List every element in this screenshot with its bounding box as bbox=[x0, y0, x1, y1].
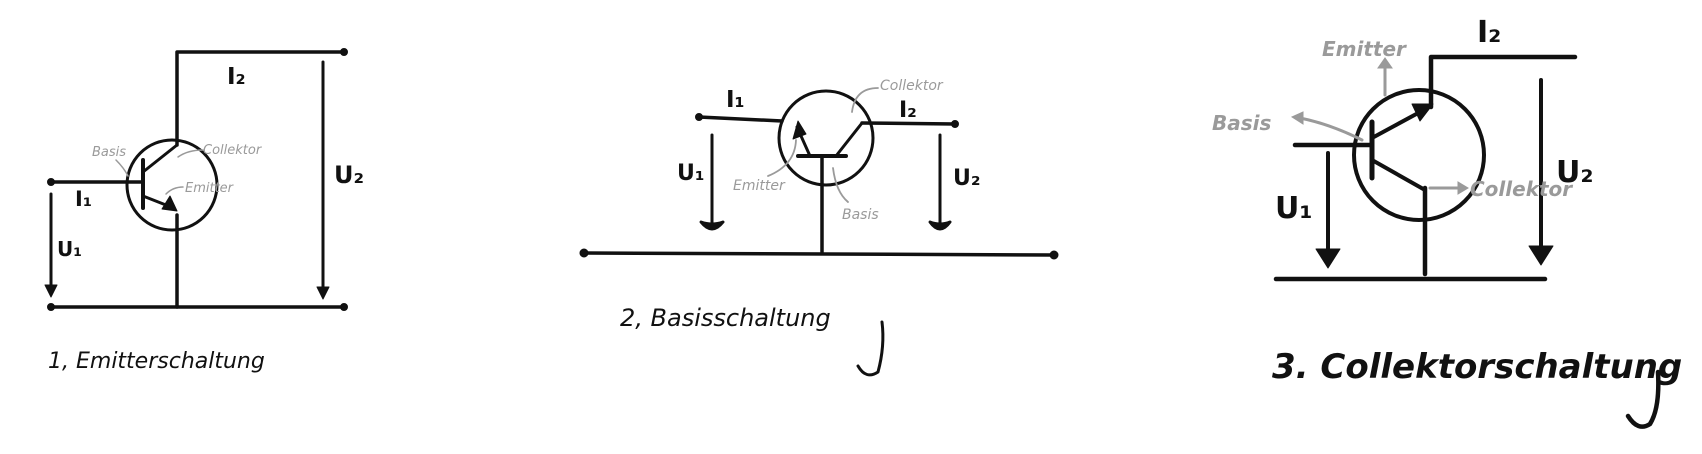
ground-terminal-left bbox=[47, 303, 55, 311]
caption-2-g-tail bbox=[856, 320, 885, 377]
label-i1: I₁ bbox=[75, 187, 92, 211]
caption-3-g-tail bbox=[1625, 369, 1661, 429]
annotation-collector-arrowhead bbox=[1457, 181, 1469, 195]
ground-terminal-right bbox=[1049, 250, 1059, 260]
annotation-collector: Collektor bbox=[1470, 177, 1573, 201]
annotation-emitter-pointer bbox=[767, 139, 797, 177]
caption-3: 3. Collektorschaltung bbox=[1272, 347, 1682, 387]
label-u1: U₁ bbox=[677, 161, 705, 186]
u2-arrow-head bbox=[316, 286, 330, 300]
caption-2: 2, Basisschaltung bbox=[620, 304, 831, 332]
collector-lead bbox=[1370, 158, 1427, 192]
caption-1: 1, Emitterschaltung bbox=[48, 349, 265, 374]
input-terminal bbox=[47, 178, 55, 186]
u1-arrow-head bbox=[699, 220, 725, 231]
label-u1: U₁ bbox=[1275, 191, 1313, 226]
transistor-circle bbox=[777, 89, 875, 187]
u2-arrow-head bbox=[1528, 245, 1554, 266]
annotation-emitter: Emitter bbox=[1322, 37, 1407, 61]
annotation-basis: Basis bbox=[92, 145, 126, 160]
annotation-collector-pointer bbox=[851, 87, 879, 113]
label-u2: U₂ bbox=[334, 161, 364, 189]
label-i1: I₁ bbox=[726, 87, 745, 113]
annotation-collector-pointer bbox=[177, 149, 204, 158]
circuit-3-collector: I₂ U₁ U₂ Emitter Basis Collektor 3. Coll… bbox=[1212, 15, 1682, 429]
emitter-arrow bbox=[792, 120, 807, 140]
collector-lead bbox=[834, 121, 864, 158]
label-u2: U₂ bbox=[953, 166, 981, 191]
u1-arrow-head bbox=[44, 284, 58, 298]
annotation-emitter-pointer bbox=[165, 186, 184, 195]
input-terminal bbox=[695, 113, 703, 121]
label-u1: U₁ bbox=[57, 237, 82, 261]
annotation-basis: Basis bbox=[842, 207, 879, 223]
collector-wire bbox=[860, 121, 957, 126]
emitter-wire bbox=[697, 115, 784, 123]
transistor-circle bbox=[125, 138, 219, 232]
collector-wire bbox=[175, 50, 346, 147]
npn-transistor-symbol bbox=[1352, 88, 1486, 222]
annotation-emitter-arrowhead bbox=[1377, 57, 1393, 69]
annotation-basis-pointer bbox=[115, 159, 129, 177]
annotation-basis-pointer bbox=[832, 167, 849, 203]
label-i2: I₂ bbox=[899, 98, 917, 123]
ground-line bbox=[582, 251, 1056, 257]
emitter-lead bbox=[1370, 110, 1422, 140]
ground-terminal-left bbox=[579, 248, 589, 258]
annotation-collector: Collektor bbox=[203, 143, 263, 158]
label-u2: U₂ bbox=[1556, 155, 1594, 190]
annotation-basis-pointer bbox=[1298, 116, 1364, 142]
emitter-arrow bbox=[161, 195, 178, 212]
npn-transistor-symbol bbox=[777, 89, 875, 187]
output-terminal-top bbox=[340, 48, 348, 56]
ground-terminal-right bbox=[340, 303, 348, 311]
output-terminal bbox=[951, 120, 959, 128]
u1-arrow-head bbox=[1315, 248, 1341, 269]
annotation-basis-arrowhead bbox=[1290, 111, 1304, 125]
emitter-arrow bbox=[1411, 103, 1434, 122]
label-i2: I₂ bbox=[227, 64, 246, 90]
collector-lead bbox=[141, 143, 179, 174]
circuit-1-emitter: I₂ I₁ U₁ U₂ Basis Collektor Emitter 1, E… bbox=[44, 48, 364, 374]
label-i2: I₂ bbox=[1477, 15, 1501, 50]
annotation-basis: Basis bbox=[1212, 111, 1272, 135]
annotation-emitter: Emitter bbox=[733, 178, 786, 194]
transistor-circle bbox=[1352, 88, 1486, 222]
annotation-collector: Collektor bbox=[880, 78, 944, 94]
npn-transistor-symbol bbox=[125, 138, 219, 232]
annotation-emitter: Emitter bbox=[185, 181, 235, 196]
u2-arrow-head bbox=[928, 220, 952, 231]
circuit-2-base: I₁ I₂ U₁ U₂ Collektor Emitter Basis 2, B… bbox=[579, 78, 1059, 377]
